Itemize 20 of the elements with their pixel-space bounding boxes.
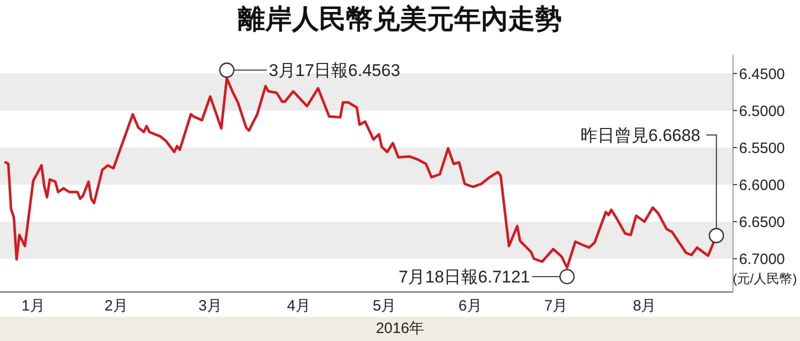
x-tick-label: 6月 [458, 298, 482, 315]
y-tick-label: 6.4500 [739, 66, 785, 83]
x-tick-label: 7月 [544, 298, 568, 315]
x-tick-label: 3月 [198, 298, 222, 315]
x-tick-label: 2月 [104, 298, 128, 315]
x-axis-title: 2016年 [0, 317, 800, 341]
annotation: 昨日曾見6.6688 [580, 126, 700, 145]
x-tick-label: 8月 [632, 298, 656, 315]
y-tick-label: 6.6000 [739, 176, 785, 194]
chart-title: 離岸人民幣兑美元年內走勢 [237, 3, 563, 37]
y-tick-label: 6.5500 [739, 140, 785, 157]
y-axis-title: (元/人民幣) [732, 270, 797, 288]
y-tick-label: 6.5000 [739, 102, 785, 120]
y-tick-label: 6.6500 [739, 214, 785, 231]
y-tick-label: 6.7000 [739, 250, 785, 268]
annotation: 7月18日報6.7121 [398, 268, 530, 287]
x-tick-label: 1月 [22, 298, 45, 315]
x-tick-label: 5月 [372, 298, 396, 315]
x-tick-label: 4月 [287, 298, 310, 315]
annotation: 3月17日報6.4563 [268, 61, 400, 80]
